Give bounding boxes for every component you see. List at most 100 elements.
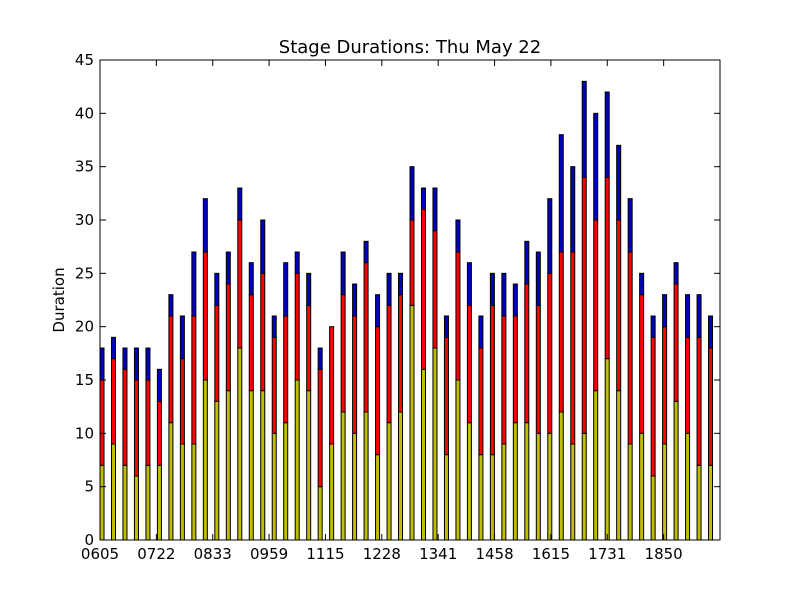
bar-segment-2-3 [122,368,128,466]
bar-segment-1-44 [593,390,599,541]
bar-segment-2-29 [420,208,427,370]
bar-segment-3-1 [99,347,105,381]
x-tick-label: 1115 [306,545,344,563]
bar-segment-3-38 [524,240,530,285]
bar-segment-2-23 [352,315,358,434]
bar-segment-2-50 [662,326,668,445]
y-tick-label: 10 [75,424,94,442]
bar-segment-1-6 [156,464,162,541]
bar-segment-3-16 [271,315,277,338]
bar-segment-3-25 [375,294,381,328]
bar-segment-3-36 [501,272,507,317]
bar-segment-1-21 [329,443,335,541]
bar-segment-1-40 [547,432,553,541]
bar-segment-1-12 [225,390,231,541]
x-tick-label: 1341 [419,545,457,563]
bar-segment-2-45 [604,176,610,360]
bar-segment-1-43 [581,432,587,541]
bar-segment-3-18 [294,251,300,274]
bar-segment-3-33 [466,262,472,306]
bar-segment-2-11 [214,304,220,402]
bar-segment-1-25 [375,454,381,541]
bar-segment-3-32 [455,219,461,253]
bar-segment-3-52 [685,294,691,338]
bar-segment-1-36 [501,443,507,541]
bar-segment-1-37 [512,422,518,541]
y-tick-label: 5 [84,478,94,496]
bar-segment-2-43 [581,176,587,434]
bar-segment-1-19 [306,390,312,541]
x-tick-label: 0833 [194,545,232,563]
bar-segment-3-22 [340,251,346,296]
bar-segment-3-17 [283,262,289,317]
bar-segment-1-27 [398,411,404,541]
bar-segment-1-39 [535,432,541,541]
bar-segment-3-45 [604,91,610,178]
bar-segment-2-27 [398,294,404,413]
bar-segment-3-6 [156,368,162,402]
bar-segment-2-25 [375,326,381,456]
bar-segment-3-2 [110,336,117,360]
bar-segment-2-22 [340,294,346,413]
bar-segment-2-15 [260,272,266,392]
bar-segment-3-51 [673,262,679,285]
bar-segment-1-22 [340,411,346,541]
bar-segment-2-16 [271,336,277,434]
bar-segment-1-4 [133,475,139,541]
bar-segment-3-43 [581,80,587,178]
bar-segment-3-20 [317,347,323,370]
bar-segment-1-31 [443,454,449,541]
x-axis: 0605 0722 0833 0959 1115 1228 1341 1458 1615 1731… [81,60,683,563]
bar-segment-2-36 [501,315,507,445]
bar-segment-2-13 [237,219,243,349]
bar-segment-3-7 [168,294,174,317]
y-tick-label: 15 [75,371,94,389]
bar-segment-3-12 [225,251,231,285]
bar-segment-3-14 [248,262,254,296]
bar-segment-1-3 [122,464,128,541]
bar-segment-1-42 [570,443,576,541]
bar-segment-1-35 [489,454,495,541]
bar-segment-2-47 [627,251,633,445]
bar-segment-1-30 [432,347,438,541]
bar-segment-2-32 [455,251,461,381]
bar-segment-3-42 [570,166,576,253]
bar-segment-3-47 [627,198,633,253]
bar-segment-1-46 [616,390,622,541]
bar-segment-3-40 [547,198,553,274]
bar-segment-3-48 [639,272,645,296]
bar-segment-1-32 [455,379,461,541]
bar-segment-3-49 [650,315,656,338]
bar-segment-1-5 [145,464,151,541]
bar-segment-1-33 [466,422,472,541]
bar-segment-2-12 [225,283,231,392]
bar-segment-3-11 [214,272,220,306]
bar-segment-3-19 [306,272,312,306]
bar-segment-3-30 [432,187,438,232]
bar-segment-2-44 [593,219,599,392]
x-tick-label: 0605 [81,545,119,563]
bar-segment-2-30 [432,230,438,349]
bar-segment-1-45 [604,358,610,541]
bar-segment-1-47 [627,443,633,541]
bar-segment-2-37 [512,315,518,424]
y-tick-label: 45 [75,51,94,69]
bar-segment-2-46 [616,219,622,392]
bar-segment-1-49 [650,475,656,541]
bar-segment-2-39 [535,304,541,434]
bar-segment-2-6 [156,400,162,466]
bar-segment-2-17 [283,315,289,424]
bar-segment-2-24 [363,262,369,413]
bar-segment-2-51 [673,283,679,402]
bar-segment-2-28 [409,219,415,306]
bar-segment-3-10 [202,198,208,253]
bar-segment-2-8 [179,358,185,445]
bar-segment-1-50 [662,443,668,541]
y-axis-label: Duration [50,267,68,332]
bar-segment-2-1 [99,379,105,466]
bar-segment-2-31 [443,336,449,456]
bar-segment-3-35 [489,272,495,306]
bar-segment-2-10 [202,251,208,381]
bar-segment-1-8 [179,443,185,541]
